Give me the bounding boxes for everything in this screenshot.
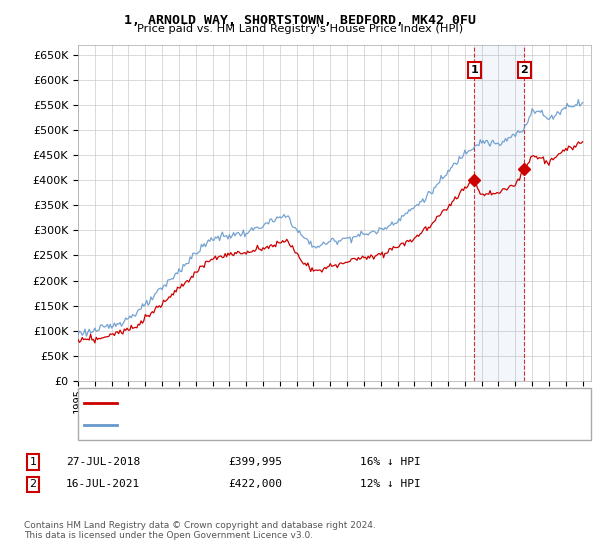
- Text: 1, ARNOLD WAY, SHORTSTOWN, BEDFORD, MK42 0FU (detached house): 1, ARNOLD WAY, SHORTSTOWN, BEDFORD, MK42…: [123, 398, 489, 408]
- Text: £422,000: £422,000: [228, 479, 282, 489]
- Text: 27-JUL-2018: 27-JUL-2018: [66, 457, 140, 467]
- Text: Contains HM Land Registry data © Crown copyright and database right 2024.
This d: Contains HM Land Registry data © Crown c…: [24, 521, 376, 540]
- Text: Price paid vs. HM Land Registry's House Price Index (HPI): Price paid vs. HM Land Registry's House …: [137, 24, 463, 34]
- Text: 1: 1: [470, 65, 478, 75]
- Text: 2: 2: [29, 479, 37, 489]
- Text: 12% ↓ HPI: 12% ↓ HPI: [360, 479, 421, 489]
- Text: 16% ↓ HPI: 16% ↓ HPI: [360, 457, 421, 467]
- Text: 16-JUL-2021: 16-JUL-2021: [66, 479, 140, 489]
- Text: 1, ARNOLD WAY, SHORTSTOWN, BEDFORD, MK42 0FU: 1, ARNOLD WAY, SHORTSTOWN, BEDFORD, MK42…: [124, 14, 476, 27]
- Text: £399,995: £399,995: [228, 457, 282, 467]
- Text: HPI: Average price, detached house, Bedford: HPI: Average price, detached house, Bedf…: [123, 420, 381, 430]
- Text: 2: 2: [521, 65, 528, 75]
- Bar: [475, 45, 524, 381]
- Text: 1: 1: [29, 457, 37, 467]
